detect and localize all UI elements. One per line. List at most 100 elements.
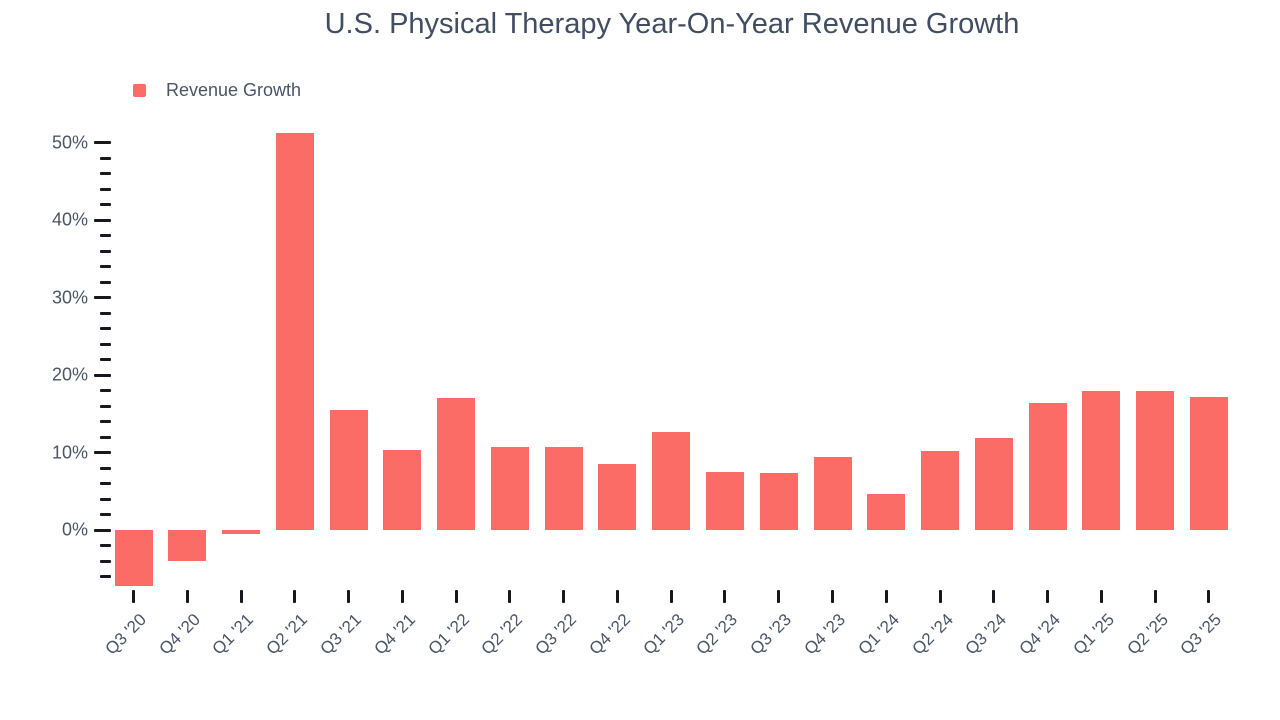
x-axis-label: Q4 '24 [1015,610,1065,659]
y-axis-label: 40% [51,209,88,230]
x-axis-label: Q3 '24 [961,610,1011,659]
y-axis-label: 50% [51,132,88,153]
y-axis-minor-tick [100,265,111,269]
bar [437,397,476,531]
y-axis-minor-tick [100,172,111,176]
y-axis-major-tick [94,296,111,300]
x-axis-label: Q1 '25 [1069,610,1118,659]
x-axis-tick [1046,590,1050,603]
x-axis-tick [1099,590,1103,603]
bar [275,132,314,531]
x-axis-label: Q1 '22 [424,610,473,659]
bar [921,451,960,531]
legend-label: Revenue Growth [166,80,302,100]
y-axis-minor-tick [100,435,111,439]
x-axis-label: Q1 '21 [209,610,258,659]
y-axis-minor-tick [100,466,111,470]
x-axis-label: Q4 '20 [155,610,204,659]
y-axis-minor-tick [100,559,111,563]
x-axis-tick [992,590,996,603]
bar [490,447,529,531]
x-axis-label: Q2 '25 [1123,610,1172,659]
y-axis-minor-tick [100,234,111,238]
x-axis-tick [1153,590,1157,603]
x-axis-tick [723,590,727,603]
x-axis-tick [1207,590,1211,603]
bar [544,447,583,531]
legend-swatch-icon [133,84,146,97]
y-axis-minor-tick [100,311,111,315]
y-axis-label: 20% [51,364,88,385]
x-axis-tick [562,590,566,603]
x-axis-tick [347,590,351,603]
y-axis-minor-tick [100,249,111,253]
x-axis-label: Q2 '23 [692,610,742,659]
y-axis-minor-tick [100,203,111,207]
x-axis-tick [132,590,135,603]
y-axis-minor-tick [100,327,111,331]
y-axis-minor-tick [100,544,111,548]
x-axis-label: Q1 '24 [854,610,903,659]
chart-title: U.S. Physical Therapy Year-On-Year Reven… [324,8,1020,40]
bar [705,472,744,531]
y-axis-major-tick [94,141,111,145]
y-axis-minor-tick [100,187,111,191]
x-axis-tick [669,590,673,603]
x-axis-tick [615,590,619,603]
x-axis-tick [239,590,243,603]
x-axis-label: Q1 '23 [639,610,688,659]
y-axis-label: 0% [61,519,88,540]
x-axis-tick [400,590,404,603]
legend-item-revenue-growth[interactable]: Revenue Growth [133,80,301,101]
y-axis-major-tick [94,373,111,377]
bar [383,449,422,531]
x-axis-label: Q2 '21 [262,610,312,659]
bar [652,431,691,531]
y-axis-minor-tick [100,156,111,160]
x-axis-label: Q4 '21 [370,610,419,659]
x-axis-label: Q3 '22 [531,610,581,659]
x-axis-label: Q4 '23 [800,610,849,659]
x-axis-tick [508,590,512,603]
x-axis-label: Q3 '23 [746,610,796,659]
x-axis-tick [454,590,458,603]
bar [1136,390,1175,531]
bar [1082,390,1121,531]
y-axis-minor-tick [100,482,111,486]
y-axis-minor-tick [100,575,111,579]
x-axis-label: Q2 '24 [908,610,957,659]
y-axis-minor-tick [100,497,111,501]
y-axis-major-tick [94,218,111,222]
y-axis-minor-tick [100,280,111,284]
y-axis-label: 10% [51,442,88,463]
bar [329,410,368,531]
y-axis-minor-tick [100,513,111,517]
y-axis-minor-tick [100,342,111,346]
bar [222,530,261,535]
bar [974,438,1013,531]
x-axis-tick [938,590,942,603]
x-axis-label: Q3 '21 [316,610,366,659]
y-axis-label: 30% [51,287,88,308]
bar [598,463,637,531]
bar [1028,403,1067,531]
x-axis-tick [777,590,781,603]
y-axis-minor-tick [100,420,111,424]
y-axis-major-tick [94,451,111,455]
bar [867,493,906,531]
x-axis-tick [293,590,297,603]
bar [813,456,852,531]
bar [759,472,798,531]
y-axis-major-tick [94,528,111,532]
bar [114,530,153,587]
x-axis-tick [884,590,888,603]
x-axis-tick [831,590,834,603]
x-axis-label: Q4 '22 [585,610,634,659]
x-axis-label: Q3 '25 [1176,610,1226,659]
x-axis-tick [185,590,189,603]
bar [1189,397,1228,531]
x-axis-label: Q2 '22 [477,610,527,659]
y-axis-minor-tick [100,404,111,408]
